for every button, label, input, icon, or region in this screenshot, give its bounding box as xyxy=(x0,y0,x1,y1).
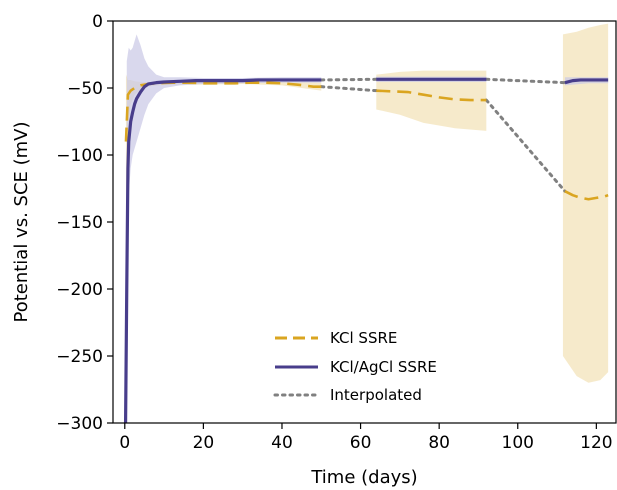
band-agcl-0 xyxy=(126,34,322,424)
y-tick-label: −100 xyxy=(56,146,103,166)
line-kcl-0 xyxy=(124,81,322,142)
x-tick-label: 20 xyxy=(193,433,215,453)
line-agcl-2 xyxy=(564,78,609,85)
axis-ticks: 0 20 40 60 80 100 120 0 −50 −100 −150 −200 −250 −300 xyxy=(56,12,612,453)
y-tick-label: −50 xyxy=(67,79,103,99)
x-tick-label: 40 xyxy=(271,433,293,453)
legend: KCl SSRE KCl/AgCl SSRE Interpolated xyxy=(273,329,437,404)
y-tick-label: −250 xyxy=(56,347,103,367)
band-kcl-1 xyxy=(376,70,487,131)
y-tick-label: −300 xyxy=(56,414,103,434)
legend-label-interpolated: Interpolated xyxy=(330,386,422,404)
legend-label-kcl: KCl SSRE xyxy=(330,329,397,347)
y-tick-label: −150 xyxy=(56,213,103,233)
x-axis-label: Time (days) xyxy=(310,467,417,488)
line-kcl-1 xyxy=(376,89,487,102)
x-tick-label: 0 xyxy=(119,433,130,453)
y-tick-label: −200 xyxy=(56,280,103,300)
y-tick-label: 0 xyxy=(92,12,103,32)
x-tick-label: 120 xyxy=(580,433,612,453)
line-interpolated-2 xyxy=(319,77,378,82)
band-kcl-2 xyxy=(562,23,609,383)
x-tick-label: 100 xyxy=(502,433,534,453)
band-kcl-0 xyxy=(125,74,322,209)
line-interpolated-1 xyxy=(484,98,567,193)
x-tick-label: 60 xyxy=(350,433,372,453)
x-tick-label: 80 xyxy=(428,433,450,453)
legend-label-agcl: KCl/AgCl SSRE xyxy=(330,358,437,376)
line-kcl-2 xyxy=(564,190,609,201)
line-interpolated-0 xyxy=(319,85,378,93)
series-lines xyxy=(123,77,609,424)
line-interpolated-3 xyxy=(484,77,567,85)
y-axis-label: Potential vs. SCE (mV) xyxy=(11,121,32,322)
line-agcl-0 xyxy=(123,78,322,424)
